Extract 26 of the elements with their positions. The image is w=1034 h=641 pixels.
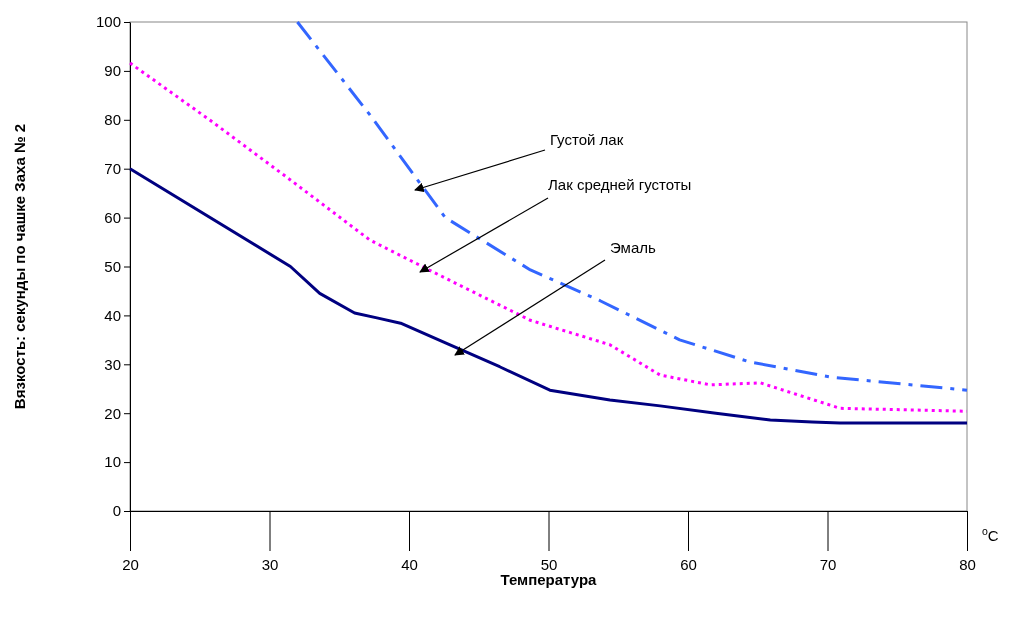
annotation: Лак средней густоты (548, 176, 692, 193)
y-tick-label: 40 (104, 306, 121, 324)
x-axis-title: Температура (500, 571, 598, 588)
line-series (128, 167, 969, 425)
y-tick-label: 50 (104, 257, 121, 275)
text: $^{o}$C (982, 525, 999, 544)
x-tick-label: 30 (261, 555, 279, 573)
y-tick-label: 70 (104, 160, 121, 177)
x-tick-label: 70 (819, 555, 837, 573)
y-tick-label: 80 (104, 111, 121, 129)
x-tick-label: 60 (680, 555, 697, 573)
y-tick-label: 0 (112, 502, 121, 520)
y-tick-label: 90 (104, 62, 121, 80)
y-tick-label: 20 (104, 404, 121, 422)
x-tick-label: 80 (959, 555, 976, 573)
annotation: Густой лак (550, 131, 624, 148)
y-tick-label: 10 (104, 453, 121, 471)
y-tick-label: 100 (95, 13, 121, 31)
y-tick-label: 60 (104, 208, 121, 226)
line-series (295, 20, 969, 392)
annotation: Эмаль (610, 239, 657, 256)
y-axis-title: Вязкость: секунды по чашке Заха № 2 (11, 123, 28, 410)
y-tick-label: 30 (104, 355, 121, 373)
x-tick-label: 40 (401, 555, 418, 573)
x-tick-label: 20 (122, 555, 139, 573)
x-tick-label: 50 (540, 555, 558, 573)
